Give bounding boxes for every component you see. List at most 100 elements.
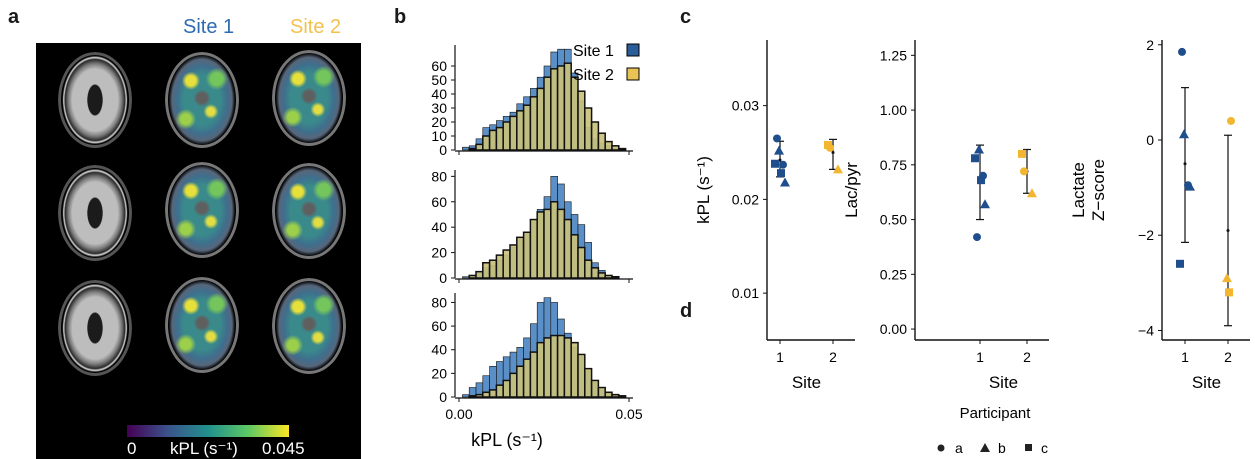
histogram-bar [488, 129, 498, 151]
panel-label-c: c [680, 6, 692, 28]
histogram-bar [543, 76, 552, 151]
x-axis-label: Site [1192, 373, 1221, 392]
legend-marker-a [937, 444, 945, 452]
legend-label-site1: Site 1 [573, 43, 614, 60]
y-tick-label: 2 [1146, 37, 1154, 53]
histogram-bar [597, 386, 606, 398]
panel-label-a: a [8, 6, 20, 28]
data-point [973, 233, 981, 242]
histogram-bar [462, 276, 470, 279]
histogram-bar [543, 208, 552, 279]
histogram-bar [482, 262, 491, 279]
histogram-bar [577, 353, 586, 398]
histogram-legend: Site 1 Site 2 [573, 43, 640, 84]
y-tick-label: −4 [1138, 322, 1154, 338]
site2-header: Site 2 [290, 16, 342, 38]
histogram-bar [550, 201, 559, 279]
histogram-bar [522, 358, 532, 398]
histogram-bar [590, 267, 600, 279]
data-point [1227, 116, 1235, 125]
histogram-y-tick-label: 10 [431, 128, 447, 144]
histogram-bar [604, 140, 613, 151]
y-tick-label: 1.00 [880, 102, 907, 118]
site2-kpl-map [272, 278, 346, 374]
legend-label-site2: Site 2 [573, 67, 614, 84]
histogram-x-tick-label: 0.05 [615, 406, 642, 422]
histogram-bar [611, 275, 620, 279]
x-tick-label: 2 [829, 349, 837, 365]
histogram-bar [618, 147, 627, 151]
histogram-bar [556, 208, 566, 279]
data-point [1176, 259, 1184, 268]
anatomical-brain-image [58, 165, 132, 261]
histogram-y-tick-label: 80 [431, 168, 447, 184]
x-tick-label: 1 [976, 349, 984, 365]
colorbar-max-label: 0.045 [262, 439, 305, 458]
histogram-bar [584, 107, 593, 151]
histogram-bar [468, 147, 477, 151]
histogram-bar [618, 395, 627, 398]
legend-marker-c [1025, 444, 1032, 451]
histogram-bar [536, 341, 545, 398]
anatomical-brain-image [58, 280, 132, 376]
data-point [774, 145, 784, 155]
histogram-bar [604, 274, 613, 279]
data-point [1222, 273, 1232, 283]
histogram-bar [475, 393, 484, 398]
panel-label-d: d [680, 300, 693, 322]
colorbar-title: kPL (s⁻¹) [170, 439, 238, 458]
histogram-bar [462, 394, 470, 398]
histogram-bar [577, 246, 586, 279]
site2-kpl-map [272, 163, 346, 259]
y-tick-label: 0.02 [732, 191, 759, 207]
histogram-bar [495, 384, 504, 398]
histogram-y-tick-label: 20 [431, 365, 447, 381]
site2-kpl-map [272, 50, 346, 146]
mean-point [778, 158, 782, 162]
histogram-y-tick-label: 50 [431, 72, 447, 88]
data-point [1178, 47, 1186, 56]
x-tick-label: 2 [1023, 349, 1031, 365]
histogram-bar [488, 259, 498, 279]
y-tick-label: 1.25 [880, 47, 907, 63]
data-point [833, 164, 843, 174]
data-point [779, 160, 787, 169]
histogram-bar [590, 121, 600, 151]
x-axis-label: Site [989, 373, 1018, 392]
participant-legend: Participant a b c [937, 405, 1048, 456]
histogram-bar [563, 218, 572, 279]
y-tick-label: 0.50 [880, 212, 907, 228]
data-point [1018, 149, 1026, 158]
histogram-bar [570, 341, 579, 398]
histogram-y-tick-label: 40 [431, 342, 447, 358]
y-tick-label: 0.75 [880, 157, 907, 173]
histogram-bar [516, 365, 525, 398]
histogram-bar [604, 391, 613, 398]
histogram-x-label: kPL (s⁻¹) [471, 430, 543, 450]
histogram-y-tick-label: 0 [439, 142, 447, 158]
histogram-bar [611, 145, 620, 151]
data-point [1179, 129, 1189, 139]
histogram-bar [488, 389, 498, 398]
histogram-bar [536, 211, 545, 279]
anatomical-brain-image [58, 52, 132, 148]
x-axis-label: Site [792, 373, 821, 392]
histogram-y-tick-label: 20 [431, 114, 447, 130]
histogram-bar [502, 249, 511, 279]
histogram-bar [543, 337, 552, 398]
histogram-bar [584, 367, 593, 398]
data-point [1225, 288, 1233, 297]
histogram-bar [468, 395, 477, 398]
histogram-bar [509, 115, 518, 151]
legend-label-b: b [998, 440, 1006, 456]
histogram-bar [522, 231, 532, 279]
histogram-y-tick-label: 0 [439, 389, 447, 405]
data-point [780, 177, 790, 187]
data-point [1185, 181, 1195, 191]
histogram-bar [522, 104, 532, 151]
y-axis-label: Lac/pyr [842, 162, 861, 218]
histogram-bar [590, 379, 600, 398]
y-tick-label: 0 [1146, 132, 1154, 148]
